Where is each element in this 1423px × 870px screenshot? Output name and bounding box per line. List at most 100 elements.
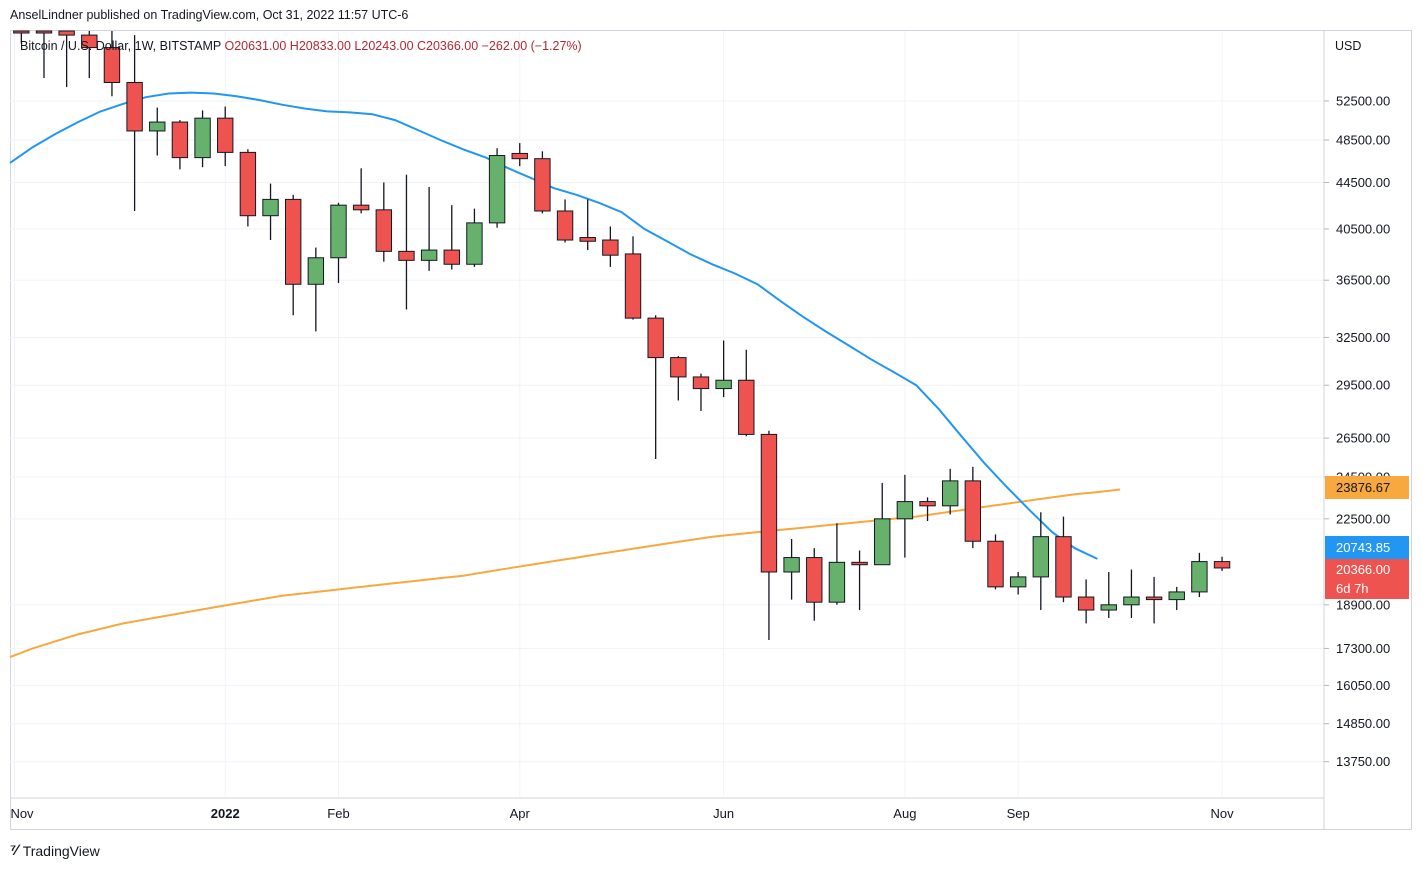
candle-body-up (828, 561, 846, 603)
publisher-line: AnselLindner published on TradingView.co… (10, 8, 409, 22)
ma-long-tag: 23876.67 (1336, 480, 1390, 495)
candle (13, 30, 30, 44)
time-tick-label: Jun (713, 806, 734, 821)
candle-body-down (1077, 596, 1095, 611)
candle-body-up (330, 204, 347, 259)
candle-body-up (783, 557, 800, 573)
candle-body-up (1168, 591, 1185, 601)
time-axis-labels: Nov 2022 Feb Apr Jun Aug Sep Nov (10, 806, 1234, 821)
candle-body-down (602, 239, 619, 256)
candle (307, 247, 325, 332)
candle (330, 202, 347, 283)
bar-countdown: 6d 7h (1336, 581, 1369, 596)
candle (692, 373, 710, 411)
price-tick-label: 29500.00 (1336, 378, 1390, 393)
candle-body-up (1123, 596, 1140, 606)
candle-body-up (874, 518, 891, 566)
candle-body-down (579, 237, 596, 242)
time-tick-label: Apr (510, 806, 531, 821)
candle-body-down (103, 47, 121, 84)
symbol-title: Bitcoin / U.S. Dollar, 1W, BITSTAMP (20, 39, 221, 53)
candle-body-up (466, 222, 483, 265)
candle (171, 120, 189, 170)
candle-body-up (896, 501, 914, 520)
ohlc-values: O20631.00 H20833.00 L20243.00 C20366.00 … (224, 39, 582, 53)
candle (941, 468, 959, 515)
candle (511, 143, 528, 167)
candle-body-up (149, 121, 166, 132)
candle-body-up (488, 155, 506, 224)
candle-body-up (420, 249, 438, 261)
candle (398, 174, 415, 310)
candle-body-down (851, 561, 868, 566)
candle-body-down (1213, 561, 1231, 569)
candle-body-down (58, 30, 75, 36)
price-tick-label: 26500.00 (1336, 431, 1390, 446)
candle (896, 474, 914, 558)
candle (375, 182, 393, 262)
candle-body-up (1191, 561, 1208, 593)
candle-body-up (262, 198, 279, 217)
candle (58, 30, 75, 88)
time-tick-label: Sep (1007, 806, 1030, 821)
candle-body-down (35, 30, 53, 34)
ma-long-tag-bg (1325, 476, 1409, 499)
candle-body-down (443, 249, 460, 265)
price-axis-labels: 52500.00 48500.00 44500.00 40500.00 36500.00… (1324, 93, 1390, 769)
candle-body-down (217, 117, 234, 153)
candle (81, 31, 98, 79)
footer[interactable]: ⁷∕ TradingView (10, 842, 100, 859)
candle (874, 482, 891, 566)
candle (624, 236, 642, 320)
candle-body-down (13, 30, 30, 34)
price-tick-label: 32500.00 (1336, 330, 1390, 345)
ma-short-tag-bg (1325, 536, 1409, 559)
candle (1009, 571, 1027, 595)
ma-long-line (9, 488, 1121, 659)
candle (217, 106, 234, 167)
price-tick-label: 13750.00 (1336, 754, 1390, 769)
ma-short-line (9, 91, 1098, 560)
candle (149, 107, 166, 156)
candle-body-down (375, 209, 393, 252)
candle-body-down (760, 433, 778, 573)
candle-body-down (534, 158, 551, 212)
candle-body-down (624, 253, 642, 319)
candle-body-down (738, 379, 755, 435)
candle (602, 226, 619, 267)
time-tick-label: Feb (327, 806, 349, 821)
price-tick-label: 18900.00 (1336, 597, 1390, 612)
candle (262, 183, 279, 241)
last-price-tag-bg (1325, 559, 1409, 599)
candle-body-up (715, 379, 732, 390)
candle-body-up (307, 257, 325, 285)
tradingview-logo-icon: ⁷∕ (10, 842, 18, 859)
axes: USD (10, 30, 1361, 830)
moving-averages (9, 91, 1121, 659)
candle (534, 151, 551, 214)
time-tick-label: Aug (893, 806, 916, 821)
candle (1213, 556, 1231, 571)
candle-body-down (1055, 536, 1072, 598)
price-tick-label: 48500.00 (1336, 133, 1390, 148)
candle (760, 430, 778, 640)
candle (919, 497, 936, 522)
candle (1168, 586, 1185, 611)
price-axis-unit: USD (1335, 39, 1361, 53)
price-tick-label: 40500.00 (1336, 221, 1390, 236)
candle (126, 35, 143, 211)
candle (964, 466, 982, 549)
candle-body-down (511, 152, 528, 160)
candle-body-up (941, 480, 959, 507)
chart-frame (10, 30, 1412, 830)
candle-body-down (284, 198, 302, 285)
candle (715, 340, 732, 398)
candle-body-down (81, 34, 98, 49)
price-tick-label: 44500.00 (1336, 175, 1390, 190)
candle (647, 315, 664, 460)
candle-body-up (194, 117, 211, 159)
time-tick-label: 2022 (211, 806, 240, 821)
candle-body-down (126, 82, 143, 132)
candle-body-down (1145, 596, 1163, 601)
